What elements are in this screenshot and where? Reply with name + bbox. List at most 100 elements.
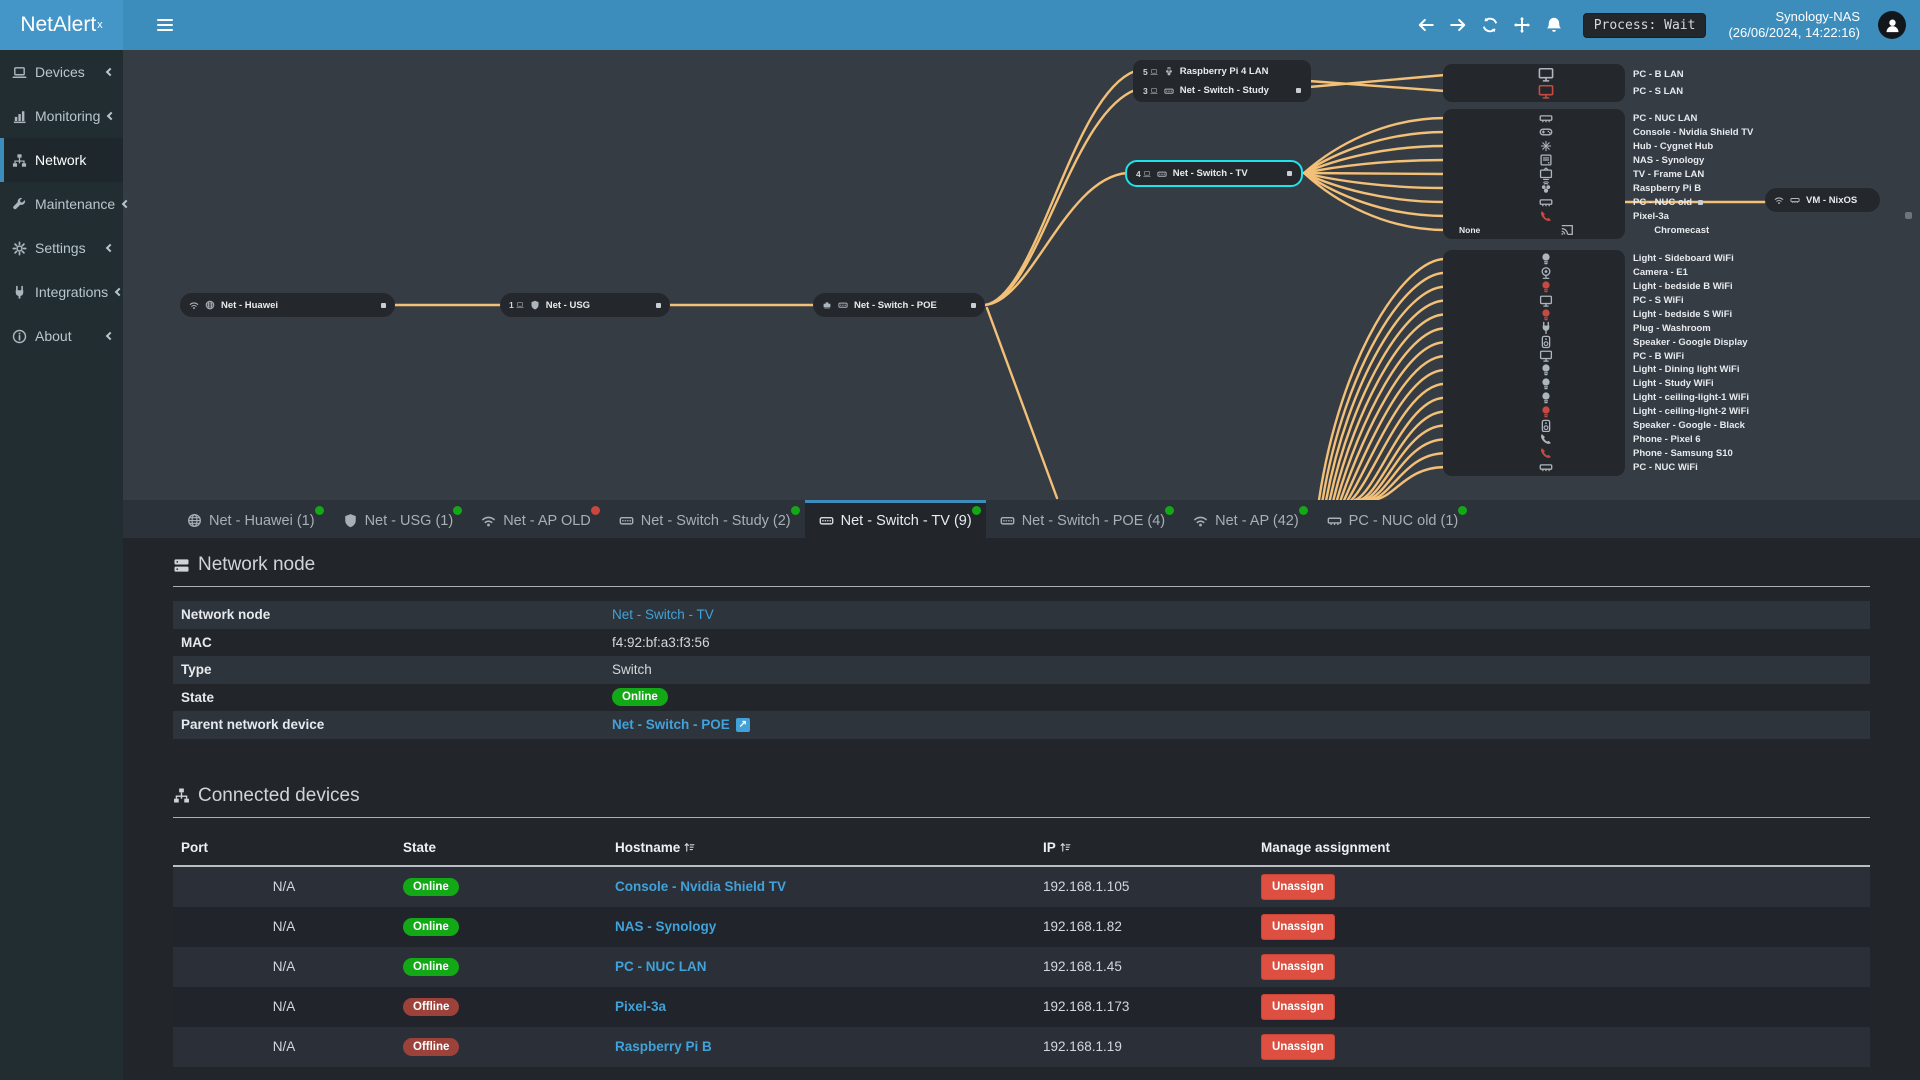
device-type-icon [1465,349,1627,363]
device-type-icon [1465,125,1627,139]
tv-devices-box[interactable]: PC - NUC LAN Console - Nvidia Shield TV [1443,109,1753,239]
user-avatar-icon[interactable] [1878,11,1906,39]
parent-node-link[interactable]: Net - Switch - POE [612,717,730,733]
unassign-button[interactable]: Unassign [1261,1033,1335,1060]
device-node[interactable]: Light - Dining light WiFi [1443,363,1740,377]
arrow-left-icon[interactable] [1417,16,1435,34]
detail-row: MAC f4:92:bf:a3:f3:56 [173,629,1870,657]
sidebar-item[interactable]: Maintenance [0,182,131,226]
device-node[interactable]: Light - ceiling-light-2 WiFi [1443,405,1749,419]
arrow-right-icon[interactable] [1449,16,1467,34]
column-ip[interactable]: IP [1035,829,1253,867]
device-node[interactable]: PC - B WiFi [1443,349,1684,363]
external-link-icon[interactable]: ↗ [735,717,750,732]
device-node[interactable]: NAS - Synology [1443,153,1704,167]
device-node[interactable]: Pixel-3a [1443,209,1669,223]
sidebar-item[interactable]: Integrations [0,270,124,314]
sync-icon[interactable] [1481,16,1499,34]
device-node[interactable]: Phone - Samsung S10 [1443,446,1733,460]
unassign-button[interactable]: Unassign [1261,993,1335,1020]
sort-icon[interactable] [1059,841,1071,853]
status-dot [590,506,600,515]
device-node[interactable]: Speaker - Google Display [1443,335,1748,349]
column-port[interactable]: Port [173,829,395,867]
device-type-icon [1465,280,1627,294]
device-type-icon [1465,252,1627,266]
device-node[interactable]: Light - Sideboard WiFi [1443,252,1734,266]
device-node[interactable]: PC - B LAN [1443,66,1684,83]
unassign-button[interactable]: Unassign [1261,913,1335,940]
device-node[interactable]: PC - NUC WiFi [1443,460,1698,474]
network-tab[interactable]: Net - Huawei (1) [173,500,329,538]
node-label: Net - Switch - POE [854,299,937,311]
node-raspberry-pi4-lan[interactable]: 5 Raspberry Pi 4 LAN [1133,62,1311,81]
column-hostname[interactable]: Hostname [607,829,1035,867]
sidebar-item[interactable]: About [0,314,123,358]
unassign-button[interactable]: Unassign [1261,953,1335,980]
sidebar-item-label: Integrations [35,284,109,300]
move-icon[interactable] [1513,16,1531,34]
device-node[interactable]: TV - Frame LAN [1443,167,1704,181]
sidebar-item[interactable]: Monitoring [0,94,123,138]
network-tab[interactable]: Net - USG (1) [329,500,468,538]
network-tab[interactable]: Net - Switch - Study (2) [605,500,805,538]
device-node[interactable]: Camera - E1 [1443,266,1688,280]
network-topology-canvas[interactable]: Net - Huawei 1 Net - USG Net - Switch - … [123,50,1920,500]
network-tab[interactable]: Net - Switch - TV (9) [804,500,986,538]
node-net-switch-poe[interactable]: Net - Switch - POE [813,293,985,317]
device-node[interactable]: Plug - Washroom [1443,321,1711,335]
hostname-link[interactable]: NAS - Synology [615,919,717,934]
study-cluster-box[interactable]: 5 Raspberry Pi 4 LAN 3 Net - Switch - St… [1133,60,1311,102]
unassign-button[interactable]: Unassign [1261,873,1335,900]
network-tab[interactable]: Net - AP (42) [1179,500,1313,538]
device-node[interactable]: None Chromecast [1443,223,1709,237]
device-node[interactable]: PC - NUC old [1443,195,1704,209]
sort-icon[interactable] [683,841,695,853]
device-node[interactable]: Raspberry Pi B [1443,181,1701,195]
detail-row: Parent network device Net - Switch - POE… [173,711,1870,739]
device-node[interactable]: Phone - Pixel 6 [1443,432,1701,446]
device-node[interactable]: PC - NUC LAN [1443,111,1697,125]
app-logo[interactable]: NetAlert x [0,0,123,50]
device-node[interactable]: Speaker - Google - Black [1443,419,1745,433]
sidebar-item[interactable]: Network [0,138,123,182]
node-vm-nixos[interactable]: VM - NixOS [1765,188,1880,212]
device-node[interactable]: Light - bedside S WiFi [1443,308,1732,322]
chevron-left-icon [105,67,115,77]
network-tab[interactable]: Net - AP OLD [467,500,605,538]
node-net-switch-study[interactable]: 3 Net - Switch - Study [1133,81,1311,100]
node-link[interactable]: Net - Switch - TV [612,607,714,623]
device-node[interactable]: Light - bedside B WiFi [1443,280,1733,294]
network-tab[interactable]: Net - Switch - POE (4) [986,500,1179,538]
column-state[interactable]: State [395,829,607,867]
network-tab[interactable]: PC - NUC old (1) [1313,500,1473,538]
sidebar-item-label: Network [35,152,87,168]
node-net-switch-tv-selected[interactable]: 4 Net - Switch - TV [1125,160,1303,187]
hostname-link[interactable]: Raspberry Pi B [615,1039,712,1054]
wifi-devices-box[interactable]: Light - Sideboard WiFi Camera - E1 [1443,250,1749,476]
lan-pc-box[interactable]: PC - B LAN PC - S LAN [1443,64,1684,102]
node-label: Console - Nvidia Shield TV [1633,126,1754,138]
hostname-link[interactable]: Pixel-3a [615,999,667,1014]
section-title: Connected devices [198,784,360,806]
sidebar-item[interactable]: Devices [0,50,123,94]
device-node[interactable]: Console - Nvidia Shield TV [1443,125,1753,139]
node-label: Raspberry Pi B [1633,182,1702,194]
device-node[interactable]: Hub - Cygnet Hub [1443,139,1713,153]
node-net-usg[interactable]: 1 Net - USG [500,293,670,317]
section-header: Connected devices [173,785,1870,818]
device-node[interactable]: Light - ceiling-light-1 WiFi [1443,391,1749,405]
device-node[interactable]: PC - S WiFi [1443,294,1684,308]
device-node[interactable]: PC - S LAN [1443,83,1683,100]
menu-icon[interactable] [157,19,173,31]
device-type-icon [1465,181,1627,195]
hostname-link[interactable]: PC - NUC LAN [615,959,707,974]
hostname-link[interactable]: Console - Nvidia Shield TV [615,879,787,894]
device-type-icon [1465,432,1627,446]
device-node[interactable]: Light - Study WiFi [1443,377,1714,391]
bell-icon[interactable] [1545,16,1563,34]
host-name: Synology-NAS [1775,9,1860,24]
node-net-huawei[interactable]: Net - Huawei [180,293,395,317]
sidebar-item[interactable]: Settings [0,226,123,270]
shield-icon [530,300,540,310]
